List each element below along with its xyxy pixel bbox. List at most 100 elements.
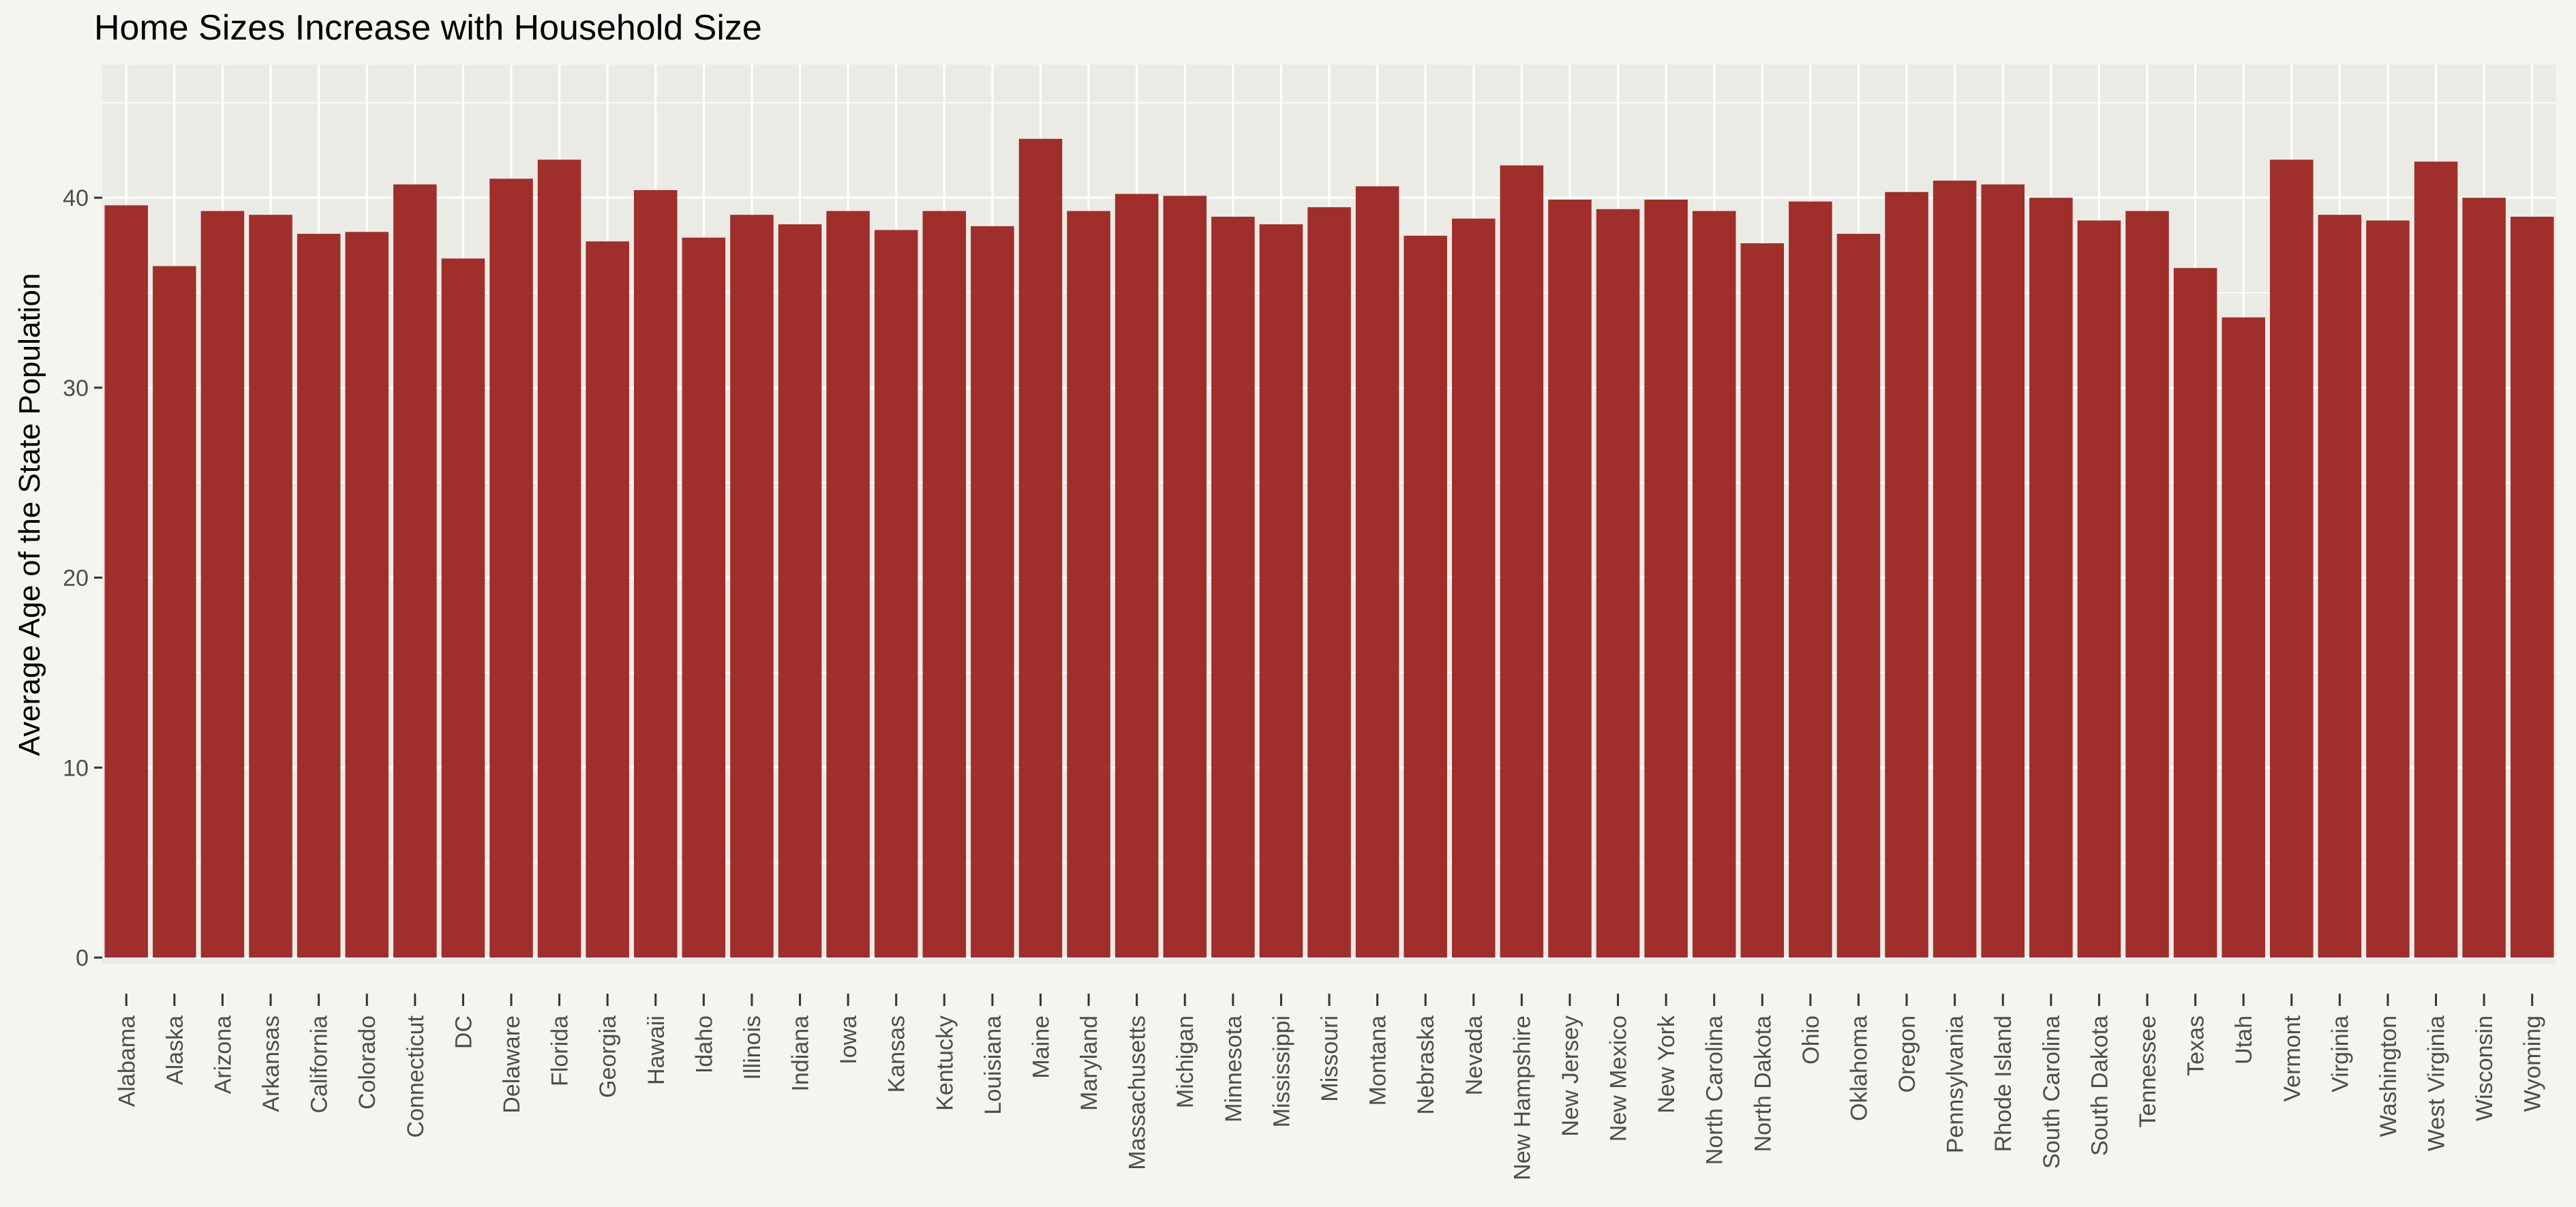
x-tick-label: Missouri (1317, 1015, 1343, 1102)
x-tick-label: Florida (547, 1015, 573, 1086)
bar-delaware (489, 179, 533, 958)
bar-south-dakota (2077, 220, 2121, 958)
bar-maryland (1067, 211, 1110, 958)
bar-arkansas (249, 215, 292, 958)
bar-michigan (1163, 196, 1207, 958)
y-tick-label: 10 (63, 755, 89, 781)
bar-rhode-island (1981, 184, 2025, 958)
bar-indiana (778, 224, 822, 958)
bar-colorado (345, 232, 389, 958)
x-tick-label: Delaware (499, 1015, 525, 1114)
x-tick-label: North Dakota (1750, 1015, 1776, 1152)
bar-montana (1355, 186, 1399, 958)
x-tick-label: Colorado (354, 1015, 380, 1110)
x-tick-label: Iowa (836, 1015, 862, 1065)
x-tick-label: Alabama (114, 1015, 140, 1107)
bar-washington (2366, 220, 2410, 958)
bar-tennessee (2125, 211, 2169, 958)
x-tick-label: Nevada (1461, 1015, 1487, 1095)
x-tick-label: New Mexico (1606, 1015, 1632, 1142)
bar-pennsylvania (1933, 181, 1977, 958)
x-tick-label: Michigan (1172, 1015, 1198, 1108)
bar-dc (441, 258, 485, 958)
bar-california (297, 234, 341, 958)
x-tick-label: Wisconsin (2472, 1015, 2498, 1121)
x-tick-label: North Carolina (1702, 1015, 1728, 1165)
x-tick-label: California (307, 1015, 333, 1114)
bar-new-hampshire (1500, 165, 1544, 958)
x-tick-label: South Carolina (2039, 1015, 2065, 1169)
bar-virginia (2318, 215, 2362, 958)
x-axis: Alabama Alaska Arizona Arkansas California Co… (114, 994, 2546, 1180)
x-tick-label: Georgia (595, 1015, 621, 1098)
bar-kentucky (922, 211, 967, 958)
y-tick-label: 0 (76, 945, 89, 971)
bar-oklahoma (1836, 234, 1881, 958)
bar-texas (2173, 268, 2217, 958)
y-axis: 0 10 20 30 40 (63, 185, 102, 971)
bar-massachusetts (1115, 194, 1159, 958)
x-tick-label: Idaho (691, 1015, 717, 1073)
bar-wyoming (2510, 216, 2554, 958)
x-tick-label: Oklahoma (1846, 1015, 1872, 1121)
x-tick-label: New Hampshire (1509, 1015, 1535, 1180)
bar-utah (2222, 317, 2265, 958)
x-tick-label: Montana (1365, 1015, 1391, 1105)
bar-minnesota (1211, 216, 1255, 958)
bar-maine (1018, 138, 1063, 958)
y-axis-title: Average Age of the State Population (13, 273, 46, 757)
bar-georgia (586, 241, 629, 958)
bar-new-york (1644, 199, 1688, 958)
x-tick-label: Maine (1028, 1015, 1054, 1079)
x-tick-label: DC (451, 1015, 476, 1049)
bar-arizona (200, 211, 245, 958)
chart-title: Home Sizes Increase with Household Size (94, 8, 762, 48)
bar-west-virginia (2414, 162, 2458, 958)
bar-new-mexico (1596, 209, 1640, 958)
x-tick-label: Massachusetts (1125, 1015, 1151, 1170)
x-tick-label: Utah (2231, 1015, 2257, 1065)
bar-florida (537, 159, 581, 958)
bar-connecticut (393, 184, 437, 958)
x-tick-label: Nebraska (1413, 1015, 1439, 1115)
bar-nevada (1452, 218, 1496, 958)
x-tick-label: Connecticut (403, 1015, 429, 1137)
x-tick-label: Wyoming (2520, 1015, 2546, 1112)
bar-vermont (2270, 159, 2314, 958)
x-tick-label: Vermont (2279, 1015, 2305, 1101)
x-tick-label: Minnesota (1221, 1015, 1247, 1122)
bars (104, 138, 2554, 958)
x-tick-label: Virginia (2327, 1015, 2353, 1093)
x-tick-label: Maryland (1076, 1015, 1102, 1111)
x-tick-label: Washington (2376, 1015, 2401, 1137)
x-tick-label: Arizona (210, 1015, 236, 1094)
x-tick-label: Kentucky (932, 1015, 958, 1111)
bar-new-jersey (1548, 199, 1592, 958)
x-tick-label: South Dakota (2087, 1015, 2112, 1156)
bar-louisiana (971, 226, 1014, 958)
bar-north-carolina (1692, 211, 1736, 958)
x-tick-label: Arkansas (258, 1015, 284, 1112)
x-tick-label: Louisiana (980, 1015, 1006, 1115)
bar-mississippi (1259, 224, 1303, 958)
bar-hawaii (634, 189, 678, 958)
y-tick-label: 40 (63, 185, 89, 211)
bar-ohio (1789, 201, 1832, 958)
x-tick-label: West Virginia (2424, 1015, 2450, 1151)
bar-oregon (1885, 192, 1928, 958)
y-tick-label: 20 (63, 566, 89, 592)
bar-wisconsin (2462, 198, 2506, 958)
bar-nebraska (1404, 235, 1447, 958)
x-tick-label: Pennsylvania (1943, 1015, 1969, 1153)
bar-alabama (104, 205, 149, 958)
x-tick-label: Oregon (1894, 1015, 1920, 1093)
x-tick-label: Texas (2183, 1015, 2209, 1076)
x-tick-label: Mississippi (1269, 1015, 1294, 1127)
bar-iowa (826, 211, 870, 958)
x-tick-label: Ohio (1798, 1015, 1824, 1065)
x-tick-label: Tennessee (2135, 1015, 2161, 1127)
x-tick-label: New Jersey (1558, 1015, 1584, 1137)
x-tick-label: New York (1654, 1015, 1680, 1114)
